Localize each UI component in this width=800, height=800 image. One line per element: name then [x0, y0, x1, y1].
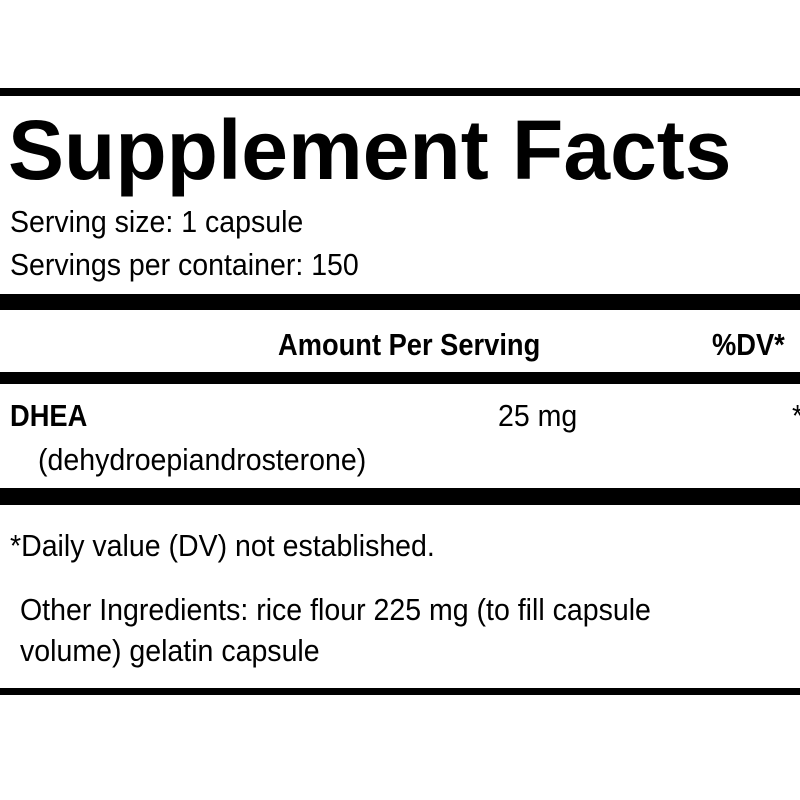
ingredient-name: DHEA [10, 398, 88, 433]
servings-per-container: Servings per container: 150 [10, 247, 359, 282]
column-header: %DV* [712, 327, 785, 362]
column-header: Amount Per Serving [278, 327, 541, 362]
rule [0, 488, 800, 505]
rule [0, 88, 800, 96]
other-ingredients: volume) gelatin capsule [20, 633, 320, 668]
footnote: *Daily value (DV) not established. [10, 528, 435, 563]
other-ingredients: Other Ingredients: rice flour 225 mg (to… [20, 592, 651, 627]
rule [0, 688, 800, 695]
ingredient-amount: 25 mg [498, 398, 578, 433]
rule [0, 294, 800, 310]
ingredient-dv: * [792, 400, 800, 431]
serving-size: Serving size: 1 capsule [10, 204, 304, 239]
ingredient-description: (dehydroepiandrosterone) [38, 442, 367, 477]
rule [0, 372, 800, 384]
title: Supplement Facts [8, 103, 732, 197]
